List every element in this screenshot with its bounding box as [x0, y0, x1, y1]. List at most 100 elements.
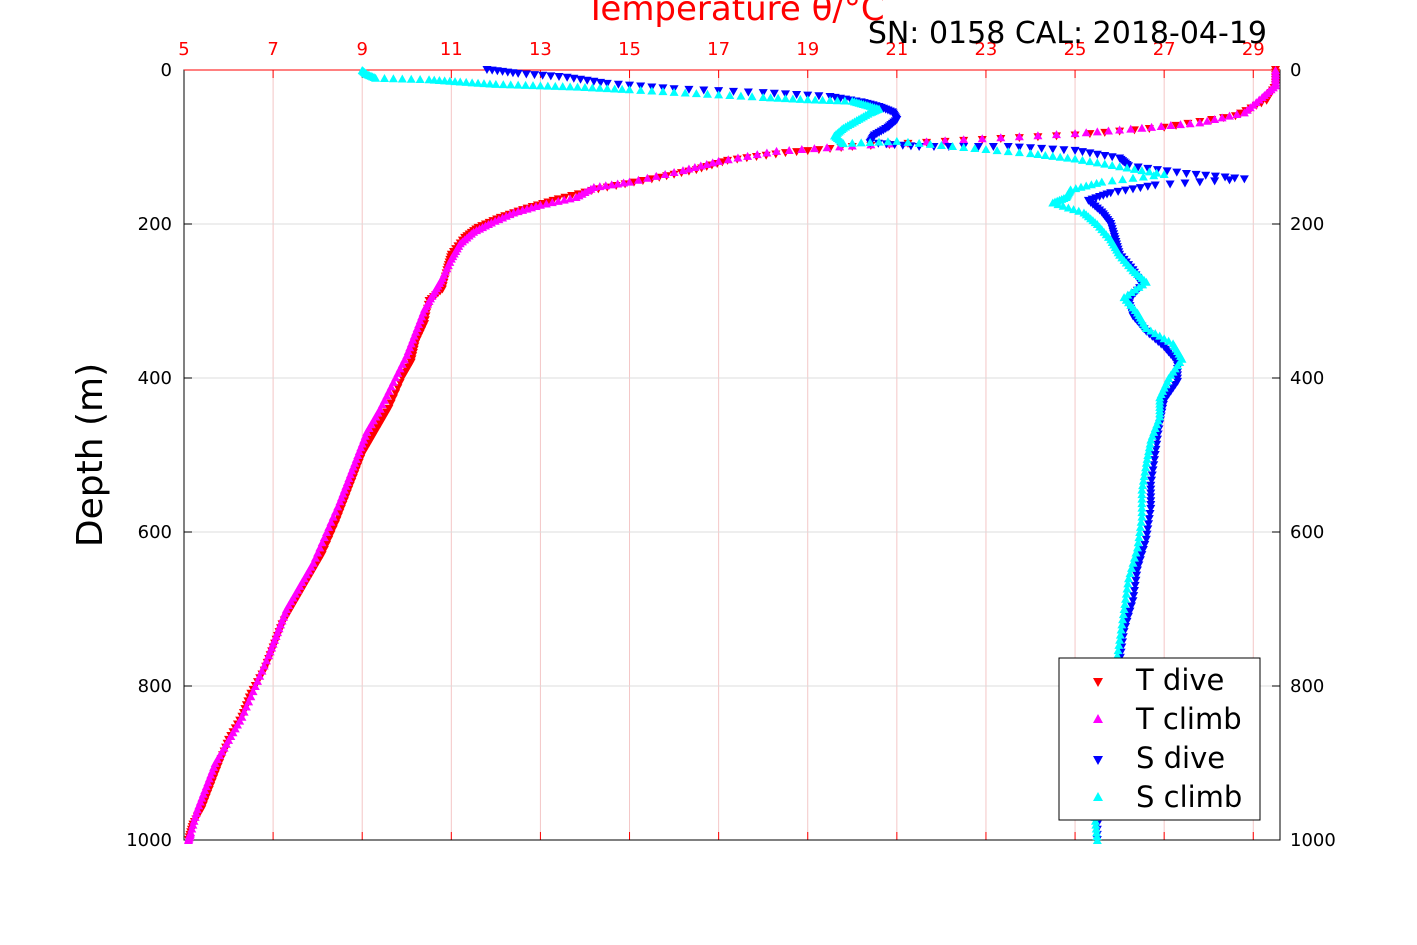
data-point-2	[1092, 150, 1102, 159]
data-point-2	[1129, 592, 1139, 601]
data-point-3	[1138, 172, 1148, 181]
data-point-3	[1121, 589, 1131, 598]
data-point-3	[1133, 538, 1143, 547]
data-point-2	[1162, 167, 1172, 176]
data-point-1	[553, 196, 563, 205]
data-point-0	[792, 148, 802, 157]
data-point-0	[567, 192, 577, 201]
series-t-climb	[183, 66, 1281, 844]
data-point-2	[1147, 476, 1157, 485]
data-point-3	[1097, 177, 1107, 186]
data-point-3	[479, 79, 489, 88]
data-point-3	[1123, 579, 1133, 588]
data-point-1	[669, 168, 679, 177]
y-tick-label-left: 0	[161, 60, 172, 81]
data-point-1	[625, 177, 635, 186]
x-tick-label: 15	[618, 39, 641, 60]
data-point-3	[397, 74, 407, 83]
chart-subtitle: SN: 0158 CAL: 2018-04-19	[868, 16, 1267, 51]
data-point-1	[613, 179, 623, 188]
data-point-3	[874, 137, 884, 146]
data-point-2	[1132, 571, 1142, 580]
data-point-3	[1058, 201, 1068, 210]
y-tick-label-left: 1000	[126, 830, 172, 851]
legend-entry-t-climb: T climb	[1093, 702, 1242, 736]
data-point-3	[1137, 485, 1147, 494]
data-point-3	[1135, 522, 1145, 531]
data-point-1	[714, 156, 724, 165]
data-point-3	[780, 94, 790, 103]
data-point-3	[617, 84, 627, 93]
data-point-3	[903, 137, 913, 146]
data-point-3	[1063, 203, 1073, 212]
data-point-1	[1156, 121, 1166, 130]
data-point-3	[892, 136, 902, 145]
data-point-2	[546, 72, 556, 81]
data-point-3	[936, 140, 946, 149]
data-point-3	[1092, 158, 1102, 167]
data-point-1	[743, 151, 753, 160]
data-point-3	[1137, 503, 1147, 512]
data-point-3	[818, 95, 828, 104]
data-point-3	[602, 84, 612, 93]
data-point-3	[647, 86, 657, 95]
data-point-3	[1129, 164, 1139, 173]
data-point-1	[940, 136, 950, 145]
data-point-3	[1092, 836, 1102, 844]
data-point-2	[1125, 607, 1135, 616]
data-point-3	[1122, 163, 1132, 172]
data-point-3	[1115, 635, 1125, 644]
data-point-3	[498, 80, 508, 89]
data-point-2	[1107, 153, 1117, 162]
data-point-2	[1220, 173, 1230, 182]
axis-ticks: 5 7 9 11 13 15 17 19 21 23 25 27 29 0 0 200 200 400 400 600…	[126, 39, 1336, 851]
data-point-3	[1119, 605, 1129, 613]
data-point-3	[1077, 155, 1087, 164]
data-point-2	[1134, 561, 1144, 570]
data-point-3	[1144, 443, 1154, 452]
data-point-1	[595, 182, 605, 191]
data-point-3	[669, 87, 679, 96]
data-point-3	[1145, 439, 1155, 448]
data-point-3	[636, 85, 646, 94]
data-point-1	[752, 150, 762, 159]
data-point-1	[1033, 131, 1043, 140]
data-point-2	[1138, 545, 1148, 554]
legend-label-s-dive: S dive	[1136, 741, 1225, 775]
data-point-2	[554, 73, 564, 82]
data-point-1	[702, 159, 712, 168]
data-point-3	[1113, 646, 1123, 655]
x-tick-label: 25	[1064, 39, 1087, 60]
data-point-3	[1129, 553, 1139, 562]
data-point-1	[1051, 130, 1061, 139]
data-point-3	[1003, 147, 1013, 156]
data-point-3	[506, 80, 516, 89]
x-tick-label: 23	[974, 39, 997, 60]
data-point-1	[696, 161, 706, 170]
data-point-1	[1239, 108, 1249, 117]
x-tick-label: 17	[707, 39, 730, 60]
data-point-3	[1115, 630, 1125, 639]
data-point-3	[1141, 463, 1151, 472]
data-point-2	[1239, 175, 1249, 184]
data-point-2	[728, 87, 738, 96]
data-point-2	[1172, 168, 1182, 177]
data-point-2	[1026, 144, 1036, 153]
data-point-1	[1210, 115, 1220, 124]
data-point-3	[747, 92, 757, 101]
data-point-3	[573, 82, 583, 91]
data-point-2	[1145, 510, 1155, 519]
data-point-3	[415, 74, 425, 83]
data-point-3	[1092, 828, 1102, 837]
x-tick-label: 19	[796, 39, 819, 60]
data-point-1	[784, 145, 794, 154]
data-point-3	[970, 144, 980, 153]
data-point-3	[1142, 454, 1152, 463]
data-point-1	[1092, 127, 1102, 136]
legend-label-t-climb: T climb	[1135, 702, 1242, 736]
data-point-3	[1141, 458, 1151, 467]
data-point-1	[1014, 132, 1024, 141]
data-point-2	[582, 76, 592, 85]
data-point-3	[1135, 528, 1145, 536]
data-point-3	[565, 82, 575, 91]
